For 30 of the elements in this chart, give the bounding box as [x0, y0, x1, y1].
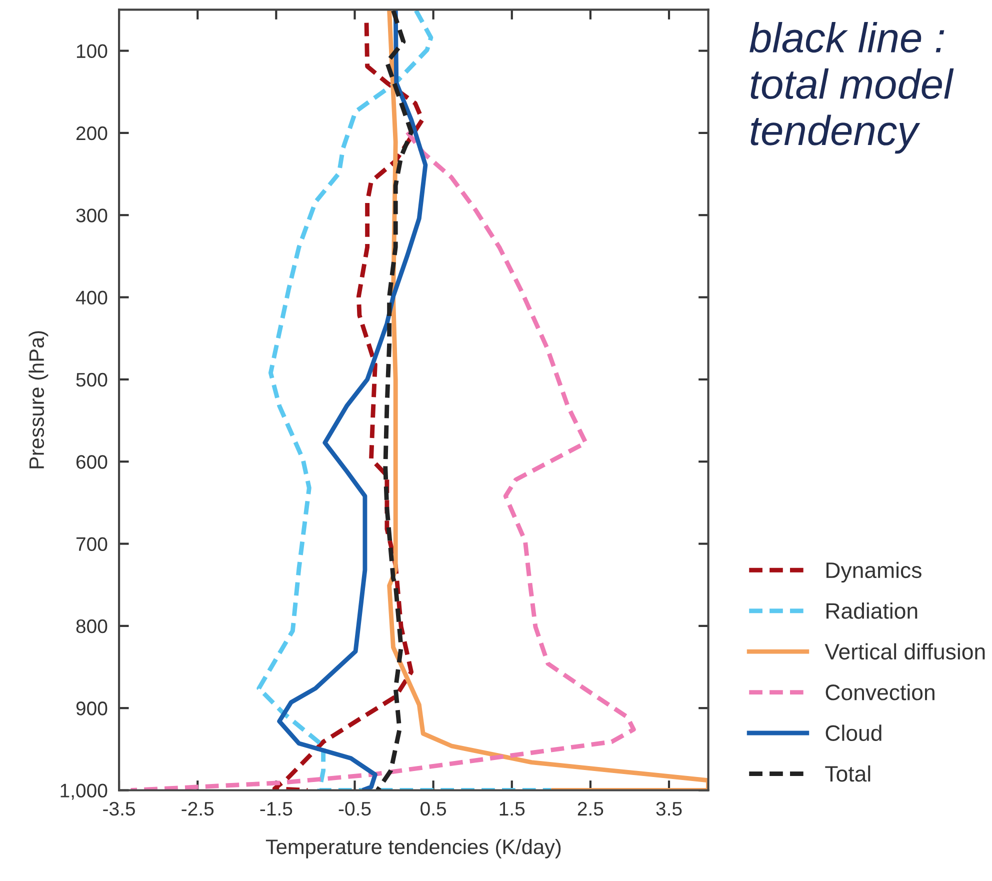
y-tick-label: 400 [76, 290, 108, 305]
text: black line : total model tendency [750, 22, 954, 154]
line-series [128, 130, 636, 790]
legend-label: Total [825, 765, 870, 782]
legend-label: Dynamics [826, 562, 922, 583]
x-tick-label: 3.5 [656, 802, 682, 816]
y-tick-label: 900 [76, 702, 108, 716]
legend-label: Cloud [826, 724, 882, 742]
legend-label: Convection [826, 684, 934, 700]
x-tick-label: 0.5 [420, 802, 446, 816]
x-axis-title: Temperature tendencies (K/day) [266, 838, 561, 858]
x-tick-label: -1.5 [260, 802, 292, 816]
legend-label: Vertical diffusion [824, 643, 985, 660]
y-axis-title: Pressure (hPa) [28, 331, 48, 468]
x-tick-label: -2.5 [182, 802, 214, 816]
x-tick-label: -0.5 [338, 802, 371, 816]
x-tick-label: 2.5 [578, 802, 604, 816]
x-tick-label: -3.5 [103, 802, 135, 816]
y-tick-label: 200 [76, 126, 108, 140]
line-series [375, 10, 414, 790]
y-tick-label: 100 [76, 44, 108, 58]
legend-label: Radiation [826, 602, 918, 619]
x-tick-label: 1.5 [500, 802, 525, 816]
y-tick-label: 500 [76, 372, 108, 387]
line-series [256, 10, 554, 790]
y-tick-label: 600 [76, 455, 108, 469]
y-tick-label: 800 [76, 619, 108, 634]
y-tick-label: 300 [76, 208, 108, 222]
y-tick-label: 1,000 [60, 784, 108, 800]
y-tick-label: 700 [76, 537, 108, 551]
